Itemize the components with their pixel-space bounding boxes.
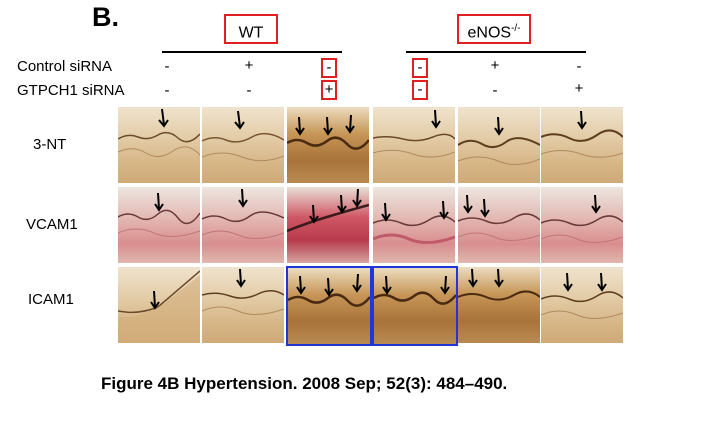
sign-gtpch1-ko-1: - xyxy=(412,80,428,100)
group-label-enos-sup: -/- xyxy=(511,23,521,34)
group-label-wt-text: WT xyxy=(238,24,264,42)
sign-gtpch1-wt-2: - xyxy=(246,82,252,99)
micrograph-icam1-wt-control-sirna xyxy=(202,267,284,343)
panel-letter: B. xyxy=(92,2,119,32)
sign-gtpch1-ko-2: - xyxy=(492,82,498,99)
micrograph-vcam1-ko-none xyxy=(373,187,455,263)
micrograph-icam1-ko-control-sirna xyxy=(458,267,540,343)
stain-label-icam1: ICAM1 xyxy=(28,291,74,308)
micrograph-vcam1-ko-gtpch1-sirna xyxy=(541,187,623,263)
sign-gtpch1-wt-1: - xyxy=(164,82,170,99)
stain-label-vcam1: VCAM1 xyxy=(26,216,78,233)
micrograph-3nt-wt-control xyxy=(118,107,200,183)
micrograph-vcam1-wt-gtpch1-sirna xyxy=(287,187,369,263)
micrograph-icam1-ko-none xyxy=(372,266,458,346)
micrograph-icam1-wt-control xyxy=(118,267,200,343)
group-label-enos-ko: eNOS-/- xyxy=(457,14,531,44)
sign-gtpch1-wt-3: + xyxy=(321,80,337,100)
sign-control-ko-3: - xyxy=(576,58,582,75)
sign-control-wt-3: - xyxy=(321,58,337,78)
sign-control-wt-2: + xyxy=(244,57,254,74)
sign-control-ko-1: - xyxy=(412,58,428,78)
figure-caption: Figure 4B Hypertension. 2008 Sep; 52(3):… xyxy=(101,374,508,393)
treatment-label-gtpch1-sirna: GTPCH1 siRNA xyxy=(17,82,125,99)
micrograph-3nt-ko-control-sirna xyxy=(458,107,540,183)
sign-control-wt-1: - xyxy=(164,58,170,75)
micrograph-icam1-wt-gtpch1-sirna xyxy=(286,266,372,346)
sign-gtpch1-ko-3: + xyxy=(574,80,584,97)
micrograph-3nt-ko-gtpch1-sirna xyxy=(541,107,623,183)
group-label-wt: WT xyxy=(224,14,278,44)
micrograph-3nt-wt-control-sirna xyxy=(202,107,284,183)
group-divider-wt xyxy=(162,51,342,53)
micrograph-3nt-ko-none xyxy=(373,107,455,183)
sign-control-ko-2: + xyxy=(490,57,500,74)
group-divider-enos-ko xyxy=(406,51,586,53)
micrograph-vcam1-wt-control-sirna xyxy=(202,187,284,263)
micrograph-3nt-wt-gtpch1-sirna xyxy=(287,107,369,183)
group-label-enos-text: eNOS xyxy=(467,24,512,42)
micrograph-icam1-ko-gtpch1-sirna xyxy=(541,267,623,343)
micrograph-vcam1-wt-control xyxy=(118,187,200,263)
treatment-label-control-sirna: Control siRNA xyxy=(17,58,113,75)
stain-label-3nt: 3-NT xyxy=(33,136,67,153)
micrograph-vcam1-ko-control-sirna xyxy=(458,187,540,263)
